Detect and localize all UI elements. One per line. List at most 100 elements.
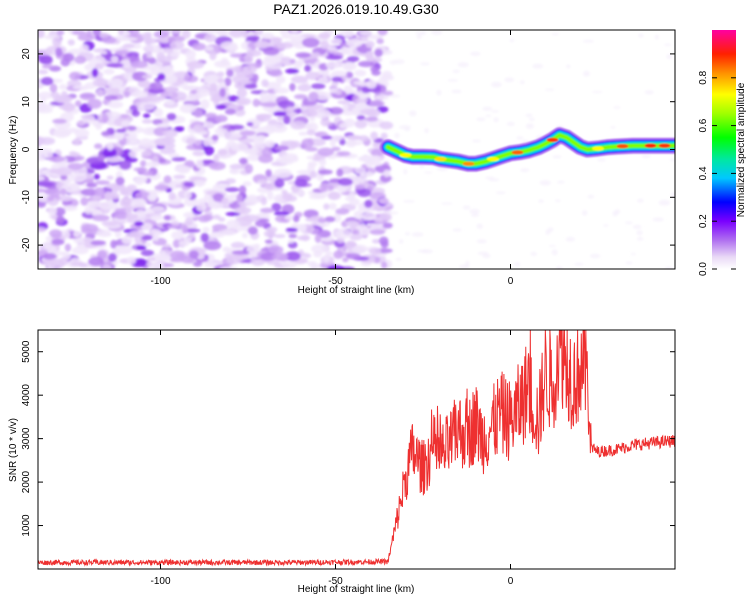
- noise-blob: [364, 199, 373, 208]
- noise-blob: [283, 115, 291, 125]
- noise-blob: [185, 49, 197, 60]
- noise-blob: [119, 160, 132, 170]
- noise-blob: [114, 132, 124, 141]
- noise-blob: [320, 118, 331, 127]
- noise-blob: [225, 187, 240, 193]
- noise-blob: [476, 223, 483, 229]
- noise-blob: [636, 230, 643, 236]
- noise-blob: [382, 222, 393, 229]
- noise-blob: [336, 168, 344, 177]
- noise-blob: [193, 179, 206, 187]
- noise-blob: [485, 114, 492, 118]
- noise-blob: [131, 198, 147, 207]
- noise-blob: [126, 256, 137, 265]
- noise-blob: [204, 45, 214, 52]
- noise-blob: [353, 210, 364, 220]
- ridge-peak: [546, 137, 559, 143]
- noise-blob: [225, 130, 243, 140]
- noise-blob: [544, 88, 555, 91]
- noise-blob: [285, 106, 296, 112]
- noise-blob: [145, 161, 160, 168]
- noise-blob: [80, 166, 88, 175]
- noise-blob: [281, 204, 295, 215]
- noise-blob: [150, 82, 164, 91]
- noise-blob: [140, 222, 153, 231]
- noise-blob: [277, 42, 294, 49]
- noise-blob: [236, 88, 248, 98]
- noise-blob: [325, 61, 341, 69]
- noise-blob: [213, 97, 220, 107]
- noise-blob: [154, 184, 170, 191]
- noise-blob: [174, 126, 185, 132]
- noise-blob: [488, 178, 500, 182]
- noise-blob: [165, 86, 176, 93]
- noise-blob: [317, 147, 335, 157]
- noise-blob: [179, 103, 197, 114]
- noise-blob: [331, 76, 343, 83]
- noise-blob: [163, 47, 174, 54]
- noise-blob: [131, 90, 148, 98]
- noise-blob: [393, 59, 405, 65]
- noise-blob: [266, 226, 278, 233]
- noise-blob: [285, 227, 298, 232]
- noise-blob: [38, 175, 45, 181]
- x-tick-label: 0: [508, 576, 514, 587]
- bottom-x-axis: -100 -50 0: [150, 330, 514, 587]
- noise-blob: [361, 212, 377, 221]
- noise-blob: [239, 202, 247, 213]
- noise-blob: [545, 229, 551, 235]
- noise-blob: [74, 155, 85, 161]
- noise-blob: [310, 170, 317, 179]
- noise-blob: [495, 191, 506, 195]
- noise-blob: [612, 210, 618, 217]
- noise-blob: [369, 100, 385, 107]
- y-tick-label: 4000: [21, 384, 32, 407]
- noise-blob: [328, 191, 341, 200]
- ridge-peak: [399, 153, 412, 158]
- noise-blob: [97, 250, 107, 260]
- noise-blob: [399, 239, 404, 244]
- noise-blob: [80, 197, 89, 206]
- colorbar-tick-label: 0.8: [698, 70, 709, 84]
- noise-field: [38, 30, 675, 269]
- noise-blob: [150, 214, 163, 221]
- noise-blob: [509, 38, 515, 43]
- noise-blob: [131, 110, 140, 117]
- noise-blob: [273, 234, 286, 239]
- noise-blob: [337, 177, 353, 186]
- noise-blob: [551, 249, 558, 256]
- bottom-y-axis: 1000 2000 3000 4000 5000: [21, 340, 675, 537]
- noise-blob: [134, 221, 144, 227]
- noise-blob: [172, 239, 181, 249]
- noise-blob: [457, 62, 469, 68]
- noise-blob: [91, 214, 110, 222]
- noise-blob: [141, 74, 153, 79]
- noise-blob: [129, 230, 145, 238]
- noise-blob: [118, 30, 125, 36]
- noise-blob: [146, 257, 156, 262]
- noise-blob: [221, 197, 229, 206]
- noise-blob: [162, 129, 178, 138]
- colorbar: 0.0 0.2 0.4 0.6 0.8 Normalized spectral ampl…: [698, 30, 747, 276]
- noise-blob: [366, 34, 384, 40]
- noise-blob: [525, 113, 533, 118]
- colorbar-axis: 0.0 0.2 0.4 0.6 0.8: [698, 70, 736, 276]
- noise-blob: [259, 91, 268, 101]
- chart-title: PAZ1.2026.019.10.49.G30: [273, 1, 439, 17]
- noise-blob: [246, 35, 260, 41]
- noise-blob: [423, 171, 433, 174]
- noise-blob: [121, 235, 133, 245]
- noise-blob: [261, 32, 275, 40]
- noise-blob: [384, 204, 393, 206]
- noise-blob: [153, 108, 164, 118]
- noise-blob: [38, 227, 46, 233]
- noise-blob: [459, 264, 470, 269]
- noise-blob: [141, 234, 153, 241]
- noise-blob: [162, 243, 172, 248]
- noise-blob: [80, 223, 99, 232]
- noise-blob: [95, 122, 102, 130]
- noise-blob: [431, 30, 443, 36]
- noise-blob: [317, 218, 327, 223]
- noise-blob: [40, 77, 54, 86]
- noise-blob: [70, 172, 87, 183]
